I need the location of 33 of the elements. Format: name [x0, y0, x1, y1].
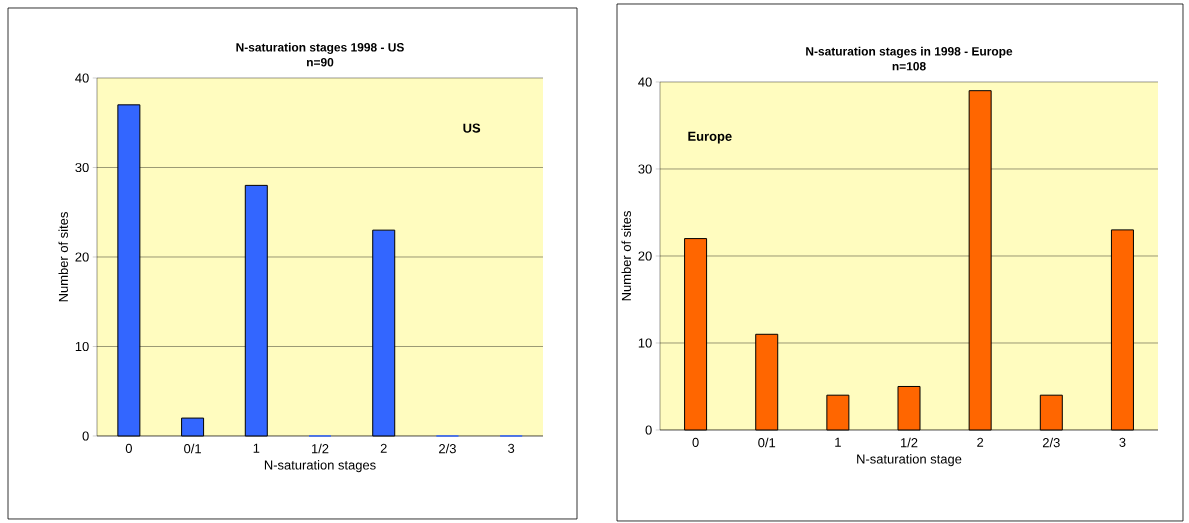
x-tick-label: 0	[692, 437, 699, 447]
y-tick-label: 30	[638, 164, 652, 174]
x-tick-label: 1/2	[311, 443, 329, 454]
y-tick-label: 30	[75, 162, 89, 173]
y-axis-title: Number of sites	[621, 211, 631, 301]
x-tick-label: 3	[1119, 437, 1126, 447]
x-tick-label: 2	[977, 437, 984, 447]
x-tick-label: 2/3	[439, 443, 456, 454]
chart-subtitle: n=108	[892, 62, 926, 71]
x-axis-title: N-saturation stage	[857, 454, 962, 467]
x-tick-label: 0	[125, 443, 132, 453]
y-tick-label: 20	[75, 252, 89, 262]
x-tick-label: 2	[380, 443, 387, 453]
x-tick-label: 0/1	[184, 443, 201, 454]
x-tick-label: 3	[508, 443, 515, 453]
x-tick-label: 1	[835, 437, 841, 447]
y-tick-label: 0	[645, 425, 652, 435]
y-axis-title: Number of sites	[58, 212, 68, 302]
y-tick-label: 10	[638, 338, 652, 348]
annotation: US	[463, 123, 481, 133]
annotation: Europe	[688, 131, 732, 144]
x-axis-title: N-saturation stages	[264, 460, 376, 473]
chart-subtitle: n=90	[307, 58, 334, 67]
y-tick-label: 40	[75, 73, 89, 83]
y-tick-label: 40	[638, 77, 652, 87]
chart-title: N-saturation stages 1998 - US	[236, 42, 404, 54]
x-tick-label: 0/1	[758, 437, 776, 448]
y-tick-label: 10	[75, 341, 89, 352]
x-tick-label: 1/2	[900, 437, 918, 448]
y-tick-label: 20	[638, 251, 652, 261]
x-tick-label: 1	[253, 443, 260, 453]
x-tick-label: 2/3	[1042, 437, 1060, 448]
chart-title: N-saturation stages in 1998 - Europe	[806, 46, 1013, 58]
